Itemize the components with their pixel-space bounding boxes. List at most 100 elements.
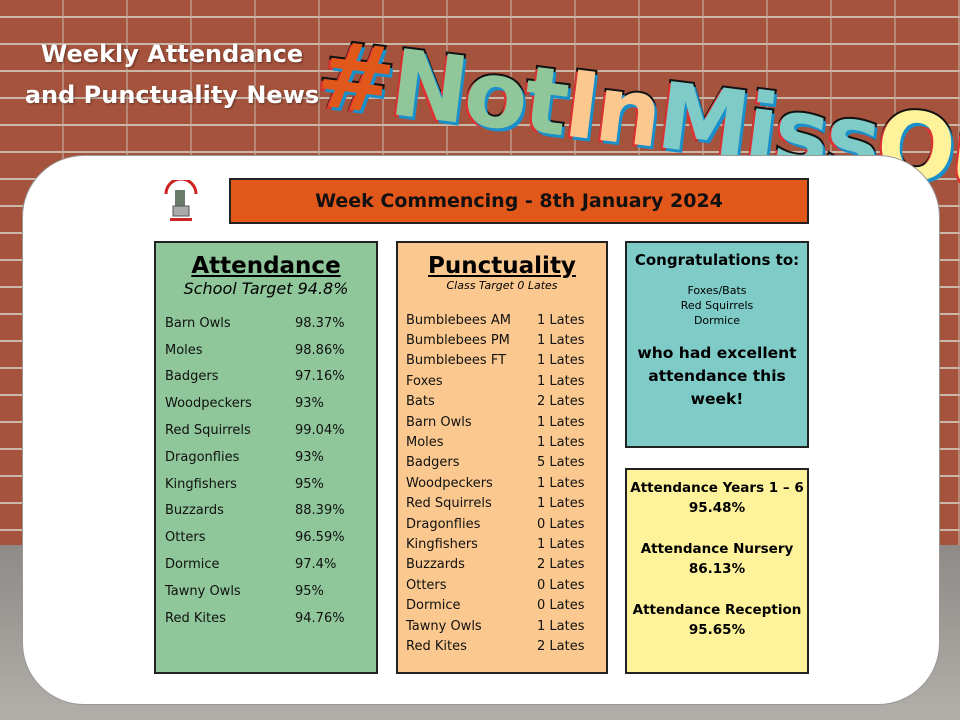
class-name: Dormice: [406, 598, 461, 614]
class-value: 2 Lates: [537, 557, 585, 573]
title-line-1: Weekly Attendance: [40, 40, 304, 68]
punctuality-row: Bumblebees AM 1 Lates: [398, 310, 606, 330]
class-name: Red Squirrels: [406, 496, 492, 512]
class-name: Barn Owls: [406, 414, 472, 430]
attendance-target: School Target 94.8%: [183, 279, 349, 298]
class-value: 1 Lates: [537, 414, 585, 430]
punctuality-row: Red Kites 2 Lates: [398, 636, 606, 656]
attendance-row: Red Kites 94.76%: [156, 605, 376, 632]
attendance-box: Attendance School Target 94.8% Barn Owls…: [154, 241, 378, 674]
punctuality-row: Moles 1 Lates: [398, 432, 606, 452]
attendance-row: Moles 98.86%: [156, 337, 376, 364]
summary-value: 86.13%: [688, 561, 746, 577]
punctuality-row: Badgers 5 Lates: [398, 453, 606, 473]
class-name: Badgers: [406, 455, 460, 471]
class-value: 2 Lates: [537, 638, 585, 654]
class-value: 95%: [295, 476, 324, 492]
attendance-row: Dormice 97.4%: [156, 551, 376, 578]
summary-label: Attendance Reception: [632, 602, 802, 618]
class-value: 88.39%: [295, 503, 345, 519]
class-value: 94.76%: [295, 610, 345, 626]
hashtag-part: #: [309, 18, 400, 137]
punctuality-row: Otters 0 Lates: [398, 575, 606, 595]
class-name: Badgers: [165, 369, 219, 385]
class-value: 98.86%: [295, 342, 345, 358]
punctuality-row: Tawny Owls 1 Lates: [398, 616, 606, 636]
punctuality-box: Punctuality Class Target 0 Lates Bumbleb…: [396, 241, 608, 674]
hashtag-part: Not: [383, 27, 574, 159]
class-name: Barn Owls: [165, 315, 231, 331]
congrats-name: Foxes/Bats: [687, 284, 747, 297]
congratulations-box: Congratulations to: Foxes/Bats Red Squir…: [625, 241, 809, 448]
punctuality-row: Red Squirrels 1 Lates: [398, 494, 606, 514]
punctuality-row: Woodpeckers 1 Lates: [398, 473, 606, 493]
page-title: Weekly Attendance and Punctuality News: [22, 34, 322, 116]
class-name: Buzzards: [165, 503, 224, 519]
punctuality-row: Bumblebees PM 1 Lates: [398, 330, 606, 350]
class-value: 96.59%: [295, 530, 345, 546]
class-value: 0 Lates: [537, 577, 585, 593]
class-name: Foxes: [406, 373, 443, 389]
attendance-row: Woodpeckers 93%: [156, 390, 376, 417]
summary-value: 95.48%: [688, 500, 746, 516]
class-name: Red Kites: [406, 638, 467, 654]
class-value: 95%: [295, 583, 324, 599]
class-name: Woodpeckers: [406, 475, 493, 491]
attendance-row: Barn Owls 98.37%: [156, 310, 376, 337]
week-banner: Week Commencing - 8th January 2024: [229, 178, 809, 224]
class-value: 1 Lates: [537, 333, 585, 349]
class-value: 1 Lates: [537, 475, 585, 491]
summary-label: Attendance Years 1 – 6: [630, 480, 804, 496]
class-value: 93%: [295, 449, 324, 465]
title-line-2: and Punctuality News: [24, 81, 320, 109]
class-value: 97.16%: [295, 369, 345, 385]
class-value: 93%: [295, 396, 324, 412]
congrats-name: Dormice: [693, 314, 741, 327]
summary-label: Attendance Nursery: [640, 541, 794, 557]
class-name: Red Kites: [165, 610, 226, 626]
class-name: Tawny Owls: [406, 618, 482, 634]
punctuality-row: Bumblebees FT 1 Lates: [398, 351, 606, 371]
class-name: Moles: [406, 435, 444, 451]
class-value: 1 Lates: [537, 435, 585, 451]
congrats-name: Red Squirrels: [680, 299, 754, 312]
attendance-row: Kingfishers 95%: [156, 471, 376, 498]
summary-value: 95.65%: [688, 622, 746, 638]
class-name: Bumblebees PM: [406, 333, 510, 349]
punctuality-row: Buzzards 2 Lates: [398, 555, 606, 575]
class-name: Tawny Owls: [165, 583, 241, 599]
punctuality-heading: Punctuality: [428, 253, 576, 279]
class-name: Bumblebees FT: [406, 353, 507, 369]
class-name: Buzzards: [406, 557, 465, 573]
punctuality-row: Foxes 1 Lates: [398, 371, 606, 391]
attendance-row: Dragonflies 93%: [156, 444, 376, 471]
class-name: Otters: [165, 530, 206, 546]
class-value: 1 Lates: [537, 618, 585, 634]
attendance-heading: Attendance: [191, 253, 341, 279]
hashtag-part: In: [557, 49, 667, 171]
class-name: Otters: [406, 577, 447, 593]
class-value: 98.37%: [295, 315, 345, 331]
punctuality-row: Dormice 0 Lates: [398, 595, 606, 615]
punctuality-row: Kingfishers 1 Lates: [398, 534, 606, 554]
class-name: Red Squirrels: [165, 423, 251, 439]
class-value: 1 Lates: [537, 312, 585, 328]
punctuality-row: Barn Owls 1 Lates: [398, 412, 606, 432]
congrats-message: who had excellent attendance this week!: [637, 344, 797, 408]
attendance-row: Buzzards 88.39%: [156, 498, 376, 525]
class-name: Dragonflies: [406, 516, 481, 532]
class-name: Dragonflies: [165, 449, 240, 465]
class-value: 5 Lates: [537, 455, 585, 471]
attendance-summary-box: Attendance Years 1 – 6 95.48% Attendance…: [625, 468, 809, 674]
congrats-heading: Congratulations to:: [634, 251, 800, 269]
class-name: Bumblebees AM: [406, 312, 511, 328]
class-value: 1 Lates: [537, 353, 585, 369]
punctuality-row: Dragonflies 0 Lates: [398, 514, 606, 534]
attendance-row: Tawny Owls 95%: [156, 578, 376, 605]
attendance-row: Badgers 97.16%: [156, 364, 376, 391]
class-name: Bats: [406, 394, 435, 410]
class-value: 1 Lates: [537, 373, 585, 389]
class-value: 97.4%: [295, 557, 337, 573]
attendance-row: Red Squirrels 99.04%: [156, 417, 376, 444]
punctuality-target: Class Target 0 Lates: [446, 279, 558, 292]
